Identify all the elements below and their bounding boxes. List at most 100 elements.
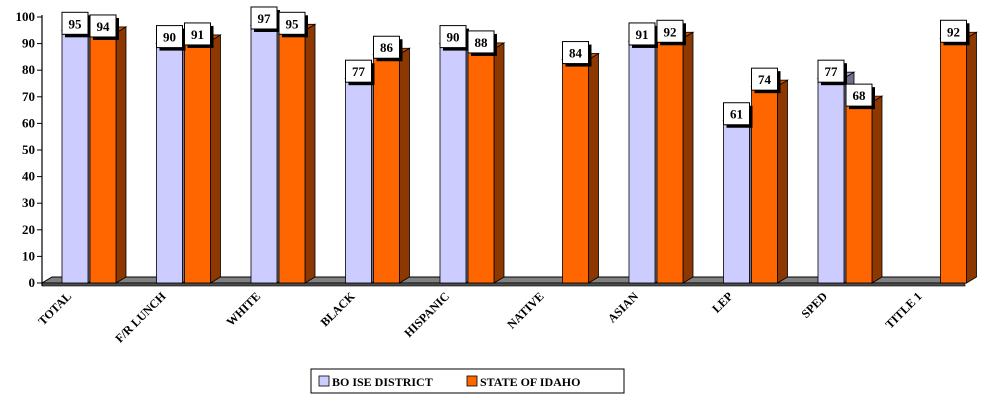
bar-front <box>373 53 400 284</box>
category-label: NATIVE <box>504 289 546 331</box>
bar-state-of-idaho <box>750 79 789 284</box>
legend-swatch <box>466 375 478 387</box>
data-label: 90 <box>156 25 186 51</box>
data-label-box <box>628 22 656 46</box>
bar-state-of-idaho <box>372 47 411 284</box>
y-tick-label: 80 <box>22 62 35 77</box>
data-label-text: 97 <box>258 11 272 26</box>
bars <box>60 18 978 284</box>
data-labels: 95 94 90 91 97 95 77 86 90 88 84 91 92 61 74 77 68 92 <box>61 6 970 128</box>
data-label: 92 <box>656 19 686 46</box>
data-label: 86 <box>373 35 403 62</box>
bar-front <box>940 37 967 284</box>
data-label: 91 <box>628 22 658 48</box>
category-label: WHITE <box>224 289 264 329</box>
category-label: TITLE 1 <box>882 289 924 331</box>
data-label: 88 <box>467 30 497 56</box>
bar-front <box>845 101 873 284</box>
data-label-box <box>156 25 183 49</box>
bar-side <box>399 47 410 284</box>
data-label: 77 <box>817 59 847 86</box>
data-label-box <box>467 30 495 54</box>
data-label: 91 <box>184 22 214 48</box>
legend-item: STATE OF IDAHO <box>466 375 580 389</box>
data-label: 95 <box>278 11 308 38</box>
y-tick-label: 50 <box>22 142 35 157</box>
bar-state-of-idaho <box>466 42 506 284</box>
data-label: 84 <box>562 41 592 67</box>
data-label-box <box>562 41 589 65</box>
bar-front <box>817 77 845 284</box>
data-label: 74 <box>751 67 781 94</box>
data-label-box <box>656 19 684 43</box>
bar-state-of-idaho <box>844 95 884 284</box>
y-tick-label: 30 <box>22 195 35 210</box>
bar-front <box>751 85 778 284</box>
data-label-text: 90 <box>163 30 176 45</box>
bar-side <box>304 23 316 284</box>
y-tick-label: 10 <box>22 248 35 263</box>
bar-state-of-idaho <box>277 23 317 284</box>
bar-front <box>250 24 278 284</box>
bar-front <box>184 40 211 284</box>
bar-side <box>493 42 505 284</box>
y-tick-label: 20 <box>22 222 35 237</box>
data-label: 90 <box>439 25 469 51</box>
bar-state-of-idaho <box>561 52 600 284</box>
y-tick-label: 0 <box>29 275 36 290</box>
legend-label: STATE OF IDAHO <box>480 375 580 389</box>
data-label: 94 <box>89 14 119 40</box>
data-label-box <box>89 14 117 38</box>
bar-side <box>871 95 883 284</box>
bar-front <box>628 40 656 284</box>
bar-front <box>562 59 589 284</box>
data-label-text: 91 <box>636 27 649 42</box>
bar-side <box>966 31 977 284</box>
data-label-text: 74 <box>758 72 772 87</box>
data-label-box <box>250 6 278 30</box>
y-tick-label: 90 <box>22 36 35 51</box>
category-label: SPED <box>799 289 831 321</box>
data-label-box <box>184 22 211 46</box>
legend: BO ISE DISTRICT STATE OF IDAHO <box>310 368 625 394</box>
data-label-text: 91 <box>191 27 204 42</box>
bar-side <box>588 52 599 284</box>
bar-front <box>345 77 372 284</box>
data-label: 61 <box>723 102 753 128</box>
data-label: 95 <box>61 11 91 38</box>
data-label-text: 61 <box>730 107 743 122</box>
data-label-box <box>817 59 845 83</box>
data-label-box <box>723 102 750 126</box>
legend-label: BO ISE DISTRICT <box>332 375 433 389</box>
data-label: 68 <box>845 83 875 110</box>
data-label-text: 95 <box>69 16 83 31</box>
data-label-box <box>61 11 89 35</box>
bar-side <box>777 79 788 284</box>
bar-front <box>89 32 117 284</box>
bar-state-of-idaho <box>183 34 222 284</box>
bar-front <box>156 43 183 284</box>
category-label: BLACK <box>318 289 359 330</box>
category-label: ASIAN <box>605 289 642 326</box>
data-label: 97 <box>250 6 280 32</box>
bar-state-of-idaho <box>939 31 978 284</box>
data-label-text: 84 <box>569 46 583 61</box>
y-tick-label: 60 <box>22 115 35 130</box>
bar-front <box>656 37 684 284</box>
bar-front <box>61 29 89 284</box>
y-tick-label: 40 <box>22 169 35 184</box>
y-tick-label: 100 <box>16 9 36 24</box>
data-label-text: 77 <box>352 64 366 79</box>
data-label-box <box>345 59 372 83</box>
floor-front <box>41 282 966 287</box>
bar-side <box>682 31 694 284</box>
data-label-text: 88 <box>475 35 489 50</box>
data-label-box <box>845 83 873 107</box>
legend-item: BO ISE DISTRICT <box>318 375 433 389</box>
category-label: HISPANIC <box>401 289 452 340</box>
data-label-box <box>373 35 400 59</box>
category-label: F/R LUNCH <box>112 289 169 346</box>
legend-swatch <box>318 375 330 387</box>
category-label: TOTAL <box>35 289 74 328</box>
